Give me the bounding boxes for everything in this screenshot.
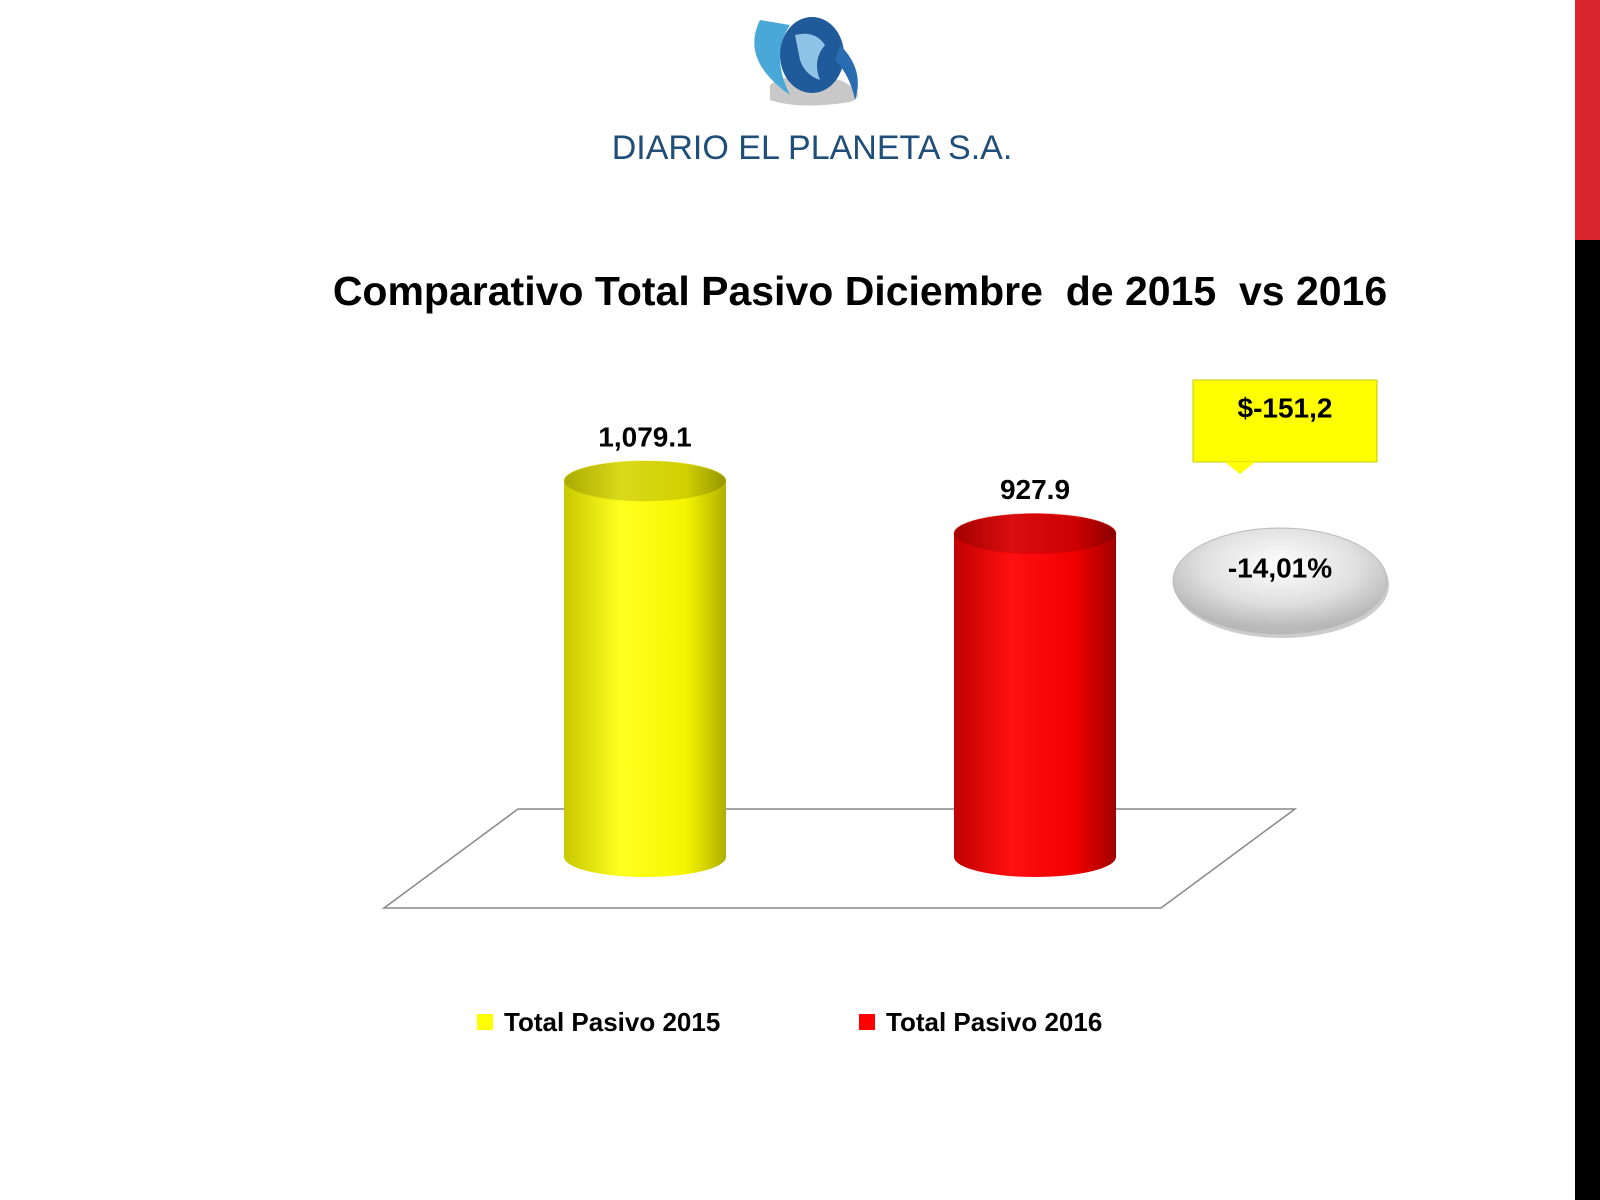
badge bbox=[1172, 527, 1388, 635]
bar-top bbox=[953, 513, 1117, 555]
side-bar-black bbox=[1575, 240, 1600, 1200]
side-bar-red bbox=[1575, 0, 1600, 240]
callout-box bbox=[1192, 379, 1378, 463]
data-label: 927.9 bbox=[1000, 474, 1070, 505]
bar bbox=[564, 461, 726, 877]
callout-pointer bbox=[1225, 462, 1255, 474]
bar bbox=[954, 513, 1116, 877]
logo-text: DIARIO EL PLANETA S.A. bbox=[612, 129, 1013, 167]
legend-swatch bbox=[477, 1014, 493, 1030]
legend-label: Total Pasivo 2015 bbox=[504, 1007, 720, 1037]
floor bbox=[381, 808, 1298, 909]
callout-text: $-151,2 bbox=[1238, 392, 1333, 423]
data-label: 1,079.1 bbox=[598, 421, 691, 452]
chart-title: Comparativo Total Pasivo Diciembre de 20… bbox=[332, 268, 1388, 314]
logo-globe bbox=[754, 17, 858, 106]
legend-label: Total Pasivo 2016 bbox=[886, 1007, 1102, 1037]
badge-text: -14,01% bbox=[1228, 552, 1332, 583]
bar-top bbox=[563, 460, 727, 502]
legend-swatch bbox=[859, 1014, 875, 1030]
